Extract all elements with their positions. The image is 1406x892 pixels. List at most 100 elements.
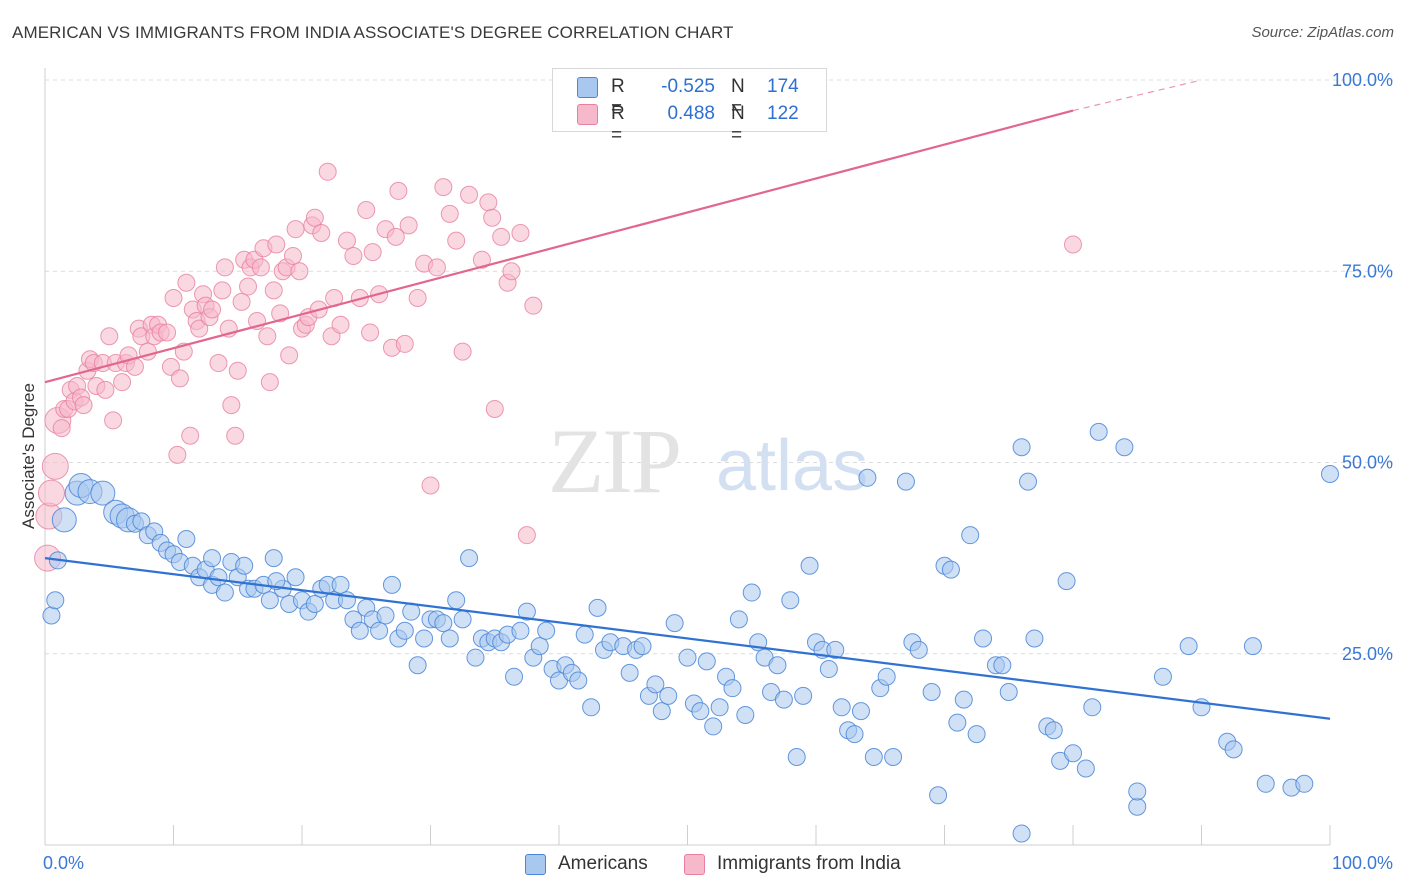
point-americans [395,621,414,640]
point-india [344,246,363,265]
point-americans [46,591,65,610]
point-americans [1057,572,1076,591]
legend-swatch-americans [577,77,598,98]
point-americans [51,507,77,533]
trend-line-americans [44,557,1331,720]
point-americans [1025,629,1044,648]
point-americans [665,614,684,633]
point-americans [530,637,549,656]
point-americans [781,591,800,610]
point-india [264,281,283,300]
point-americans [466,648,485,667]
point-india [483,208,502,227]
point-india [389,181,408,200]
point-americans [408,656,427,675]
point-americans [569,671,588,690]
point-americans [1115,438,1134,457]
point-india [453,342,472,361]
point-americans [877,667,896,686]
point-americans [646,675,665,694]
point-americans [999,683,1018,701]
point-india [485,399,504,418]
point-americans [1044,721,1063,740]
point-americans [1019,472,1038,491]
point-india [361,323,380,342]
point-americans [652,702,671,721]
point-india [440,204,459,223]
point-americans [929,786,948,805]
trend-line-india-extension [1072,79,1202,112]
point-americans [511,621,530,640]
point-americans [582,698,601,717]
y-tick-label: 75.0% [1342,261,1393,281]
point-india [226,426,245,445]
axes [44,68,1331,846]
point-india [104,411,123,430]
point-india [395,334,414,353]
point-india [271,304,290,323]
point-americans [659,686,678,705]
point-americans [177,530,196,548]
point-india [251,258,270,277]
point-india [408,289,427,308]
point-americans [896,472,915,491]
trend-line-india [44,109,1074,384]
point-india [213,281,232,300]
point-americans [453,610,472,629]
point-americans [42,606,61,625]
point-india [479,193,498,212]
point-india [286,220,305,239]
point-americans [447,591,466,610]
point-americans [633,637,652,656]
point-india [421,476,440,495]
point-india [37,479,65,507]
point-india [305,208,324,227]
point-india [181,426,200,445]
point-americans [1153,667,1172,686]
point-americans [209,568,228,587]
point-americans [794,686,813,705]
legend-swatch-india [577,104,598,125]
point-india [284,246,303,265]
point-india [168,445,187,464]
legend-r-label: R = [611,76,625,119]
point-india [41,452,69,480]
y-tick-label: 50.0% [1342,453,1393,473]
point-americans [267,572,286,591]
point-americans [967,725,986,744]
point-india [312,224,331,242]
point-americans [941,560,960,579]
point-americans [517,602,536,621]
point-americans [305,595,324,614]
point-americans [884,748,903,767]
point-americans [1224,740,1243,759]
point-india [100,327,119,346]
point-americans [774,690,793,709]
point-americans [370,621,389,640]
point-india [158,323,177,342]
correlation-legend: R = -0.525 N = 174 R = 0.488 N = 122 [552,68,827,146]
point-americans [90,480,116,506]
chart-source: Source: ZipAtlas.com [1251,24,1394,41]
point-americans [537,621,556,640]
point-americans [954,690,973,709]
point-india [357,201,376,220]
point-americans [710,698,729,717]
point-americans [819,660,838,679]
point-americans [1128,797,1147,816]
legend-n-value-americans: 174 [767,76,799,97]
point-americans [350,621,369,640]
point-americans [729,610,748,629]
point-americans [1064,744,1082,763]
point-india [460,185,479,204]
point-india [260,373,279,392]
point-india [434,178,453,197]
point-americans [704,717,723,736]
point-americans [697,652,716,671]
point-americans [742,583,761,602]
point-americans [1128,782,1147,801]
legend-n-label: N = [731,76,745,119]
tick-labels: 25.0% 50.0% 75.0% 100.0% 0.0% 100.0% [43,70,1393,873]
point-americans [434,614,453,633]
bottom-swatch-americans [525,854,546,875]
